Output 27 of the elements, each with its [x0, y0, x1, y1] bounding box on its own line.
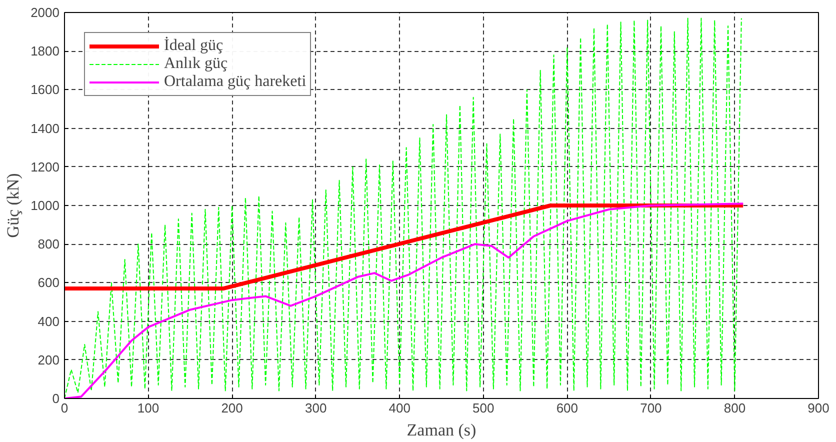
- x-tick-label: 800: [724, 400, 746, 416]
- x-tick-label: 900: [808, 400, 830, 416]
- x-tick-label: 300: [304, 400, 327, 416]
- y-axis-title: Güç (kN): [4, 173, 23, 238]
- x-tick-label: 600: [556, 400, 578, 416]
- y-tick-label: 1200: [30, 159, 60, 174]
- x-tick-label: 700: [640, 400, 662, 416]
- y-tick-label: 0: [52, 391, 60, 406]
- legend-label: Anlık güç: [164, 55, 228, 73]
- x-tick-label: 200: [221, 400, 243, 416]
- y-tick-label: 400: [38, 314, 60, 329]
- line-series: [64, 18, 742, 398]
- y-tick-label: 1800: [30, 44, 60, 59]
- x-axis-title: Zaman (s): [406, 420, 476, 440]
- y-tick-label: 800: [38, 236, 60, 252]
- legend-label: İdeal güç: [164, 37, 224, 55]
- line-series: [64, 202, 744, 398]
- y-tick-label: 2000: [30, 5, 60, 20]
- y-tick-label: 1000: [30, 198, 60, 213]
- y-tick-label: 600: [38, 275, 60, 290]
- y-tick-label: 200: [38, 352, 60, 368]
- x-tick-label: 100: [137, 400, 160, 416]
- y-tick-label: 1600: [30, 82, 60, 98]
- y-tick-label: 1400: [30, 120, 60, 136]
- x-tick-label: 500: [472, 400, 494, 416]
- legend-label: Ortalama güç hareketi: [164, 73, 306, 91]
- x-tick-label: 400: [388, 400, 410, 416]
